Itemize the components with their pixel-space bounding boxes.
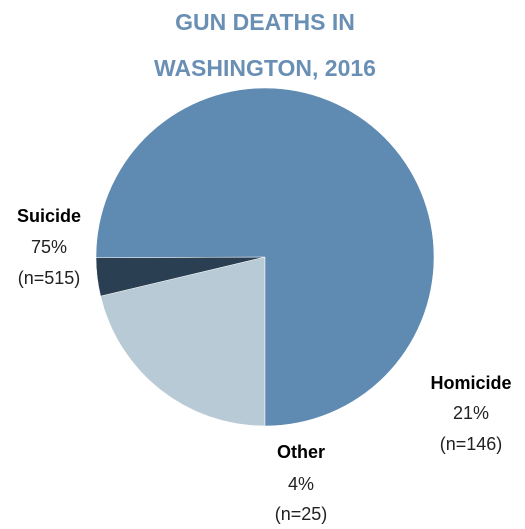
slice-label-suicide-percent: 75%: [31, 237, 67, 257]
label-homicide: Homicide 21% (n=146): [430, 373, 511, 454]
slice-label-suicide-name: Suicide: [17, 206, 81, 226]
label-other: Other 4% (n=25): [275, 442, 328, 524]
slice-label-homicide-count: (n=146): [440, 434, 503, 454]
slice-label-other-count: (n=25): [275, 504, 328, 524]
pie-slice-homicide: [100, 256, 266, 427]
chart-title: GUN DEATHS IN WASHINGTON, 2016: [154, 9, 376, 81]
pie-slices: [95, 87, 435, 427]
chart-title-line-1: GUN DEATHS IN: [175, 9, 355, 35]
pie-slice-suicide: [95, 87, 435, 427]
slice-label-suicide-count: (n=515): [18, 268, 81, 288]
chart-title-line-2: WASHINGTON, 2016: [154, 55, 376, 81]
slice-label-homicide-percent: 21%: [453, 403, 489, 423]
slice-label-other-name: Other: [277, 442, 325, 462]
slice-label-other-percent: 4%: [288, 474, 314, 494]
label-suicide: Suicide 75% (n=515): [17, 206, 81, 288]
slice-label-homicide-name: Homicide: [430, 373, 511, 393]
